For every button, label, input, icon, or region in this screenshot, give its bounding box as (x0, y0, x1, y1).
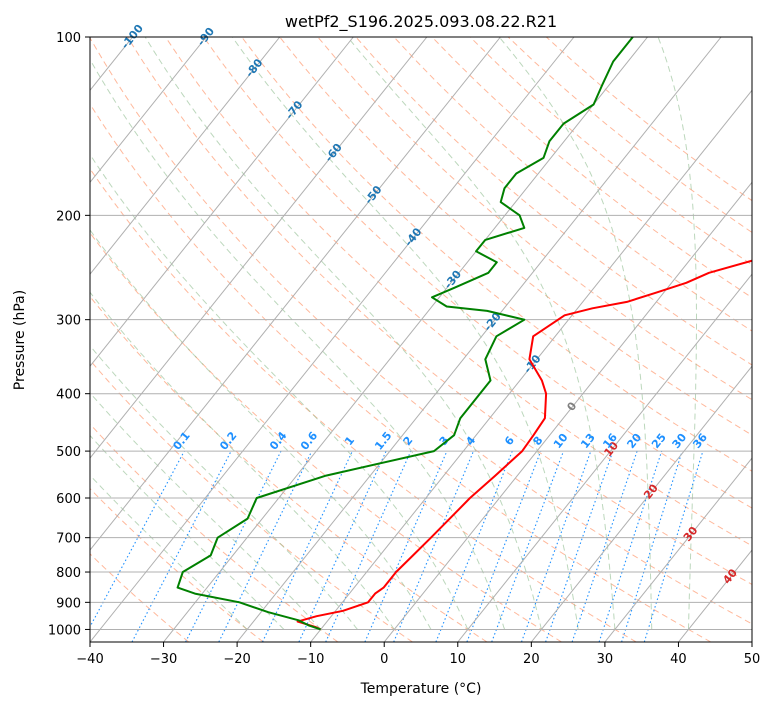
temperature-profile (296, 259, 752, 631)
moist-adiabat (90, 474, 248, 630)
dry-adiabat (203, 37, 752, 509)
x-tick-label: 10 (450, 652, 467, 667)
dewpoint-profile (176, 37, 634, 631)
mixing-ratio-line (598, 450, 663, 642)
plot-frame (89, 36, 753, 643)
y-tick-label: 800 (56, 566, 81, 581)
isotherm-gridline (236, 37, 722, 642)
isotherm-gridline (383, 181, 752, 642)
dry-adiabat (355, 37, 752, 366)
x-tick-label: −10 (297, 652, 324, 667)
y-tick-label: 300 (56, 314, 81, 329)
mixing-ratio-line (325, 450, 412, 642)
moist-adiabat (90, 58, 506, 630)
dry-adiabat (90, 37, 752, 625)
mixing-ratio-line (364, 450, 448, 642)
x-axis: −40 −30 −20 −10 0 10 20 30 40 50 (76, 642, 760, 667)
mixing-ratio-line (90, 450, 185, 628)
isotherm-gridline (604, 457, 752, 642)
dry-adiabat (90, 295, 488, 642)
isotherm-gridline (90, 37, 354, 367)
dry-adiabat (126, 37, 752, 586)
y-axis-label: Pressure (hPa) (12, 290, 28, 390)
mixing-ratio-line (643, 450, 704, 642)
dry-adiabat (393, 37, 752, 332)
moist-adiabat (90, 153, 469, 630)
moist-adiabat (231, 37, 579, 630)
mixing-ratio-line (545, 450, 614, 642)
y-tick-label: 500 (56, 445, 81, 460)
x-tick-label: −20 (223, 652, 250, 667)
y-tick-label: 1000 (48, 623, 81, 638)
moist-adiabat (657, 37, 697, 630)
mixing-ratio-line (571, 450, 638, 642)
y-tick-label: 400 (56, 388, 81, 403)
y-tick-label: 600 (56, 492, 81, 507)
mixing-ratio-line (621, 450, 683, 642)
isotherm-gridline (310, 89, 752, 642)
x-tick-label: 0 (380, 652, 388, 667)
y-tick-label: 900 (56, 596, 81, 611)
dry-adiabat (90, 232, 562, 642)
profiles (176, 37, 752, 631)
moist-adiabat (90, 291, 395, 630)
chart-title: wetPf2_S196.2025.093.08.22.R21 (285, 12, 557, 32)
dry-adiabat (90, 423, 339, 642)
x-tick-label: 30 (597, 652, 614, 667)
isotherm-gridline (457, 273, 752, 642)
isotherm-gridline (530, 365, 752, 642)
moist-adiabat (90, 344, 358, 630)
isotherm-gridline (90, 37, 428, 459)
y-tick-label: 100 (56, 31, 81, 46)
x-tick-label: −30 (150, 652, 177, 667)
y-tick-label: 700 (56, 532, 81, 547)
moist-adiabat (144, 37, 542, 630)
y-tick-label: 200 (56, 209, 81, 224)
moist-adiabat (347, 37, 616, 630)
dry-adiabat (165, 37, 752, 547)
isotherm-gridline (90, 37, 281, 276)
mixing-ratio-line (298, 450, 387, 642)
x-tick-label: 50 (744, 652, 761, 667)
background-lines (90, 37, 752, 642)
y-axis: 100 200 300 400 500 600 700 800 900 1000 (48, 31, 90, 638)
moist-adiabat (90, 229, 432, 630)
mixing-ratio-line (393, 450, 475, 642)
x-tick-label: 20 (523, 652, 540, 667)
isotherm-gridline (90, 37, 575, 642)
isotherm-gridline (163, 37, 648, 642)
dry-adiabat (90, 553, 190, 642)
x-tick-label: −40 (76, 652, 103, 667)
isotherm-gridline (90, 37, 207, 184)
x-axis-label: Temperature (°C) (360, 681, 482, 697)
mixing-ratio-line (520, 450, 592, 642)
moist-adiabat (498, 37, 653, 630)
dry-adiabat (431, 37, 752, 299)
dry-adiabat (317, 37, 752, 401)
x-tick-label: 40 (670, 652, 687, 667)
mixing-ratio-line (218, 450, 313, 642)
isotherm-gridline (90, 37, 501, 551)
dry-adiabat (90, 167, 637, 642)
dry-adiabat (90, 103, 712, 642)
